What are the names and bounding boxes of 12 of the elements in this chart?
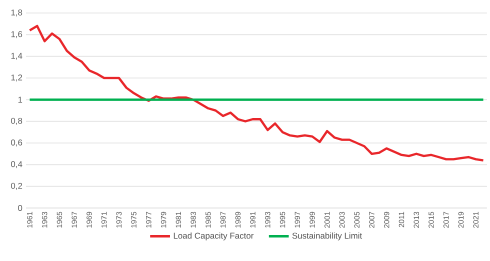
y-tick-label: 1,4 (11, 52, 22, 60)
y-tick-label: 0 (18, 205, 22, 211)
legend-label: Load Capacity Factor (174, 232, 254, 240)
y-tick-label: 0,6 (11, 140, 22, 146)
y-tick-label: 1,6 (11, 31, 22, 38)
y-tick-label: 1 (18, 96, 22, 103)
y-tick-label: 1,8 (11, 10, 22, 16)
y-tick-label: 1,2 (11, 74, 22, 82)
y-tick-label: 0,2 (11, 182, 22, 190)
y-tick-label: 0,8 (11, 118, 22, 125)
y-tick-label: 0,4 (11, 161, 22, 168)
legend-label: Sustainability Limit (292, 232, 362, 240)
